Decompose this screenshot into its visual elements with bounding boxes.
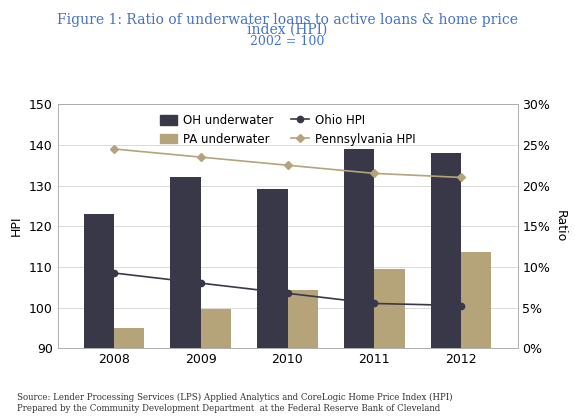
Bar — [201, 309, 231, 348]
Y-axis label: Ratio: Ratio — [554, 210, 567, 242]
Bar — [114, 328, 144, 348]
Bar — [170, 178, 201, 348]
Bar — [288, 290, 318, 348]
Bar — [83, 214, 114, 348]
Bar — [374, 269, 405, 348]
Text: index (HPI): index (HPI) — [247, 23, 328, 37]
Text: Figure 1: Ratio of underwater loans to active loans & home price: Figure 1: Ratio of underwater loans to a… — [57, 13, 518, 27]
Bar — [431, 153, 461, 348]
Text: Source: Lender Processing Services (LPS) Applied Analytics and CoreLogic Home Pr: Source: Lender Processing Services (LPS)… — [17, 393, 453, 413]
Bar — [257, 189, 288, 348]
Legend: OH underwater, PA underwater, Ohio HPI, Pennsylvania HPI: OH underwater, PA underwater, Ohio HPI, … — [156, 110, 419, 149]
Y-axis label: HPI: HPI — [10, 216, 23, 236]
Text: 2002 = 100: 2002 = 100 — [250, 35, 325, 48]
Bar — [344, 149, 374, 348]
Bar — [461, 252, 492, 348]
